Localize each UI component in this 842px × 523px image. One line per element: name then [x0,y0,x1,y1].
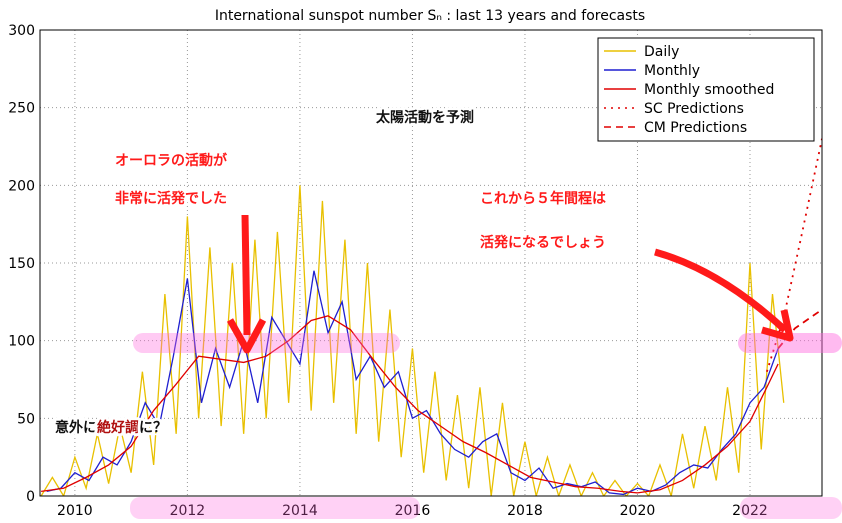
note: オーロラの活動が [115,152,228,169]
series-line [40,185,785,496]
y-tick-label: 100 [8,334,35,350]
note: これから５年間程は [480,190,606,207]
y-tick-label: 250 [8,101,35,117]
series-line [777,308,822,350]
headline-part: 絶好調 [97,419,139,436]
series-line [766,138,822,372]
headline-part: に？ [139,420,167,436]
highlight [133,333,400,353]
arrow-head [226,318,267,354]
highlight [130,497,420,519]
note: 活発になるでしょう [480,234,606,251]
arrow [241,214,251,336]
y-tick-label: 0 [26,489,35,505]
headline: 太陽活動を予測 [376,109,474,126]
headline: 意外に絶好調に？ [55,419,167,436]
plot-frame [39,29,823,497]
legend-label: Monthly [644,63,700,79]
x-tick-label: 2016 [395,503,431,519]
x-tick-label: 2014 [282,503,318,519]
x-tick-label: 2018 [507,503,543,519]
y-tick-label: 200 [8,178,35,194]
highlight [740,497,842,519]
y-tick-label: 50 [17,411,35,427]
legend-label: CM Predictions [644,120,747,136]
arrow-head [761,309,794,342]
headline-part: 意外に [55,419,97,436]
plot: 0 50 100 150 200 250 300 2010 2012 2014 2016 2018 20… [8,23,823,519]
x-tick-label: 2020 [620,503,656,519]
highlight [738,333,842,353]
series-line [46,270,779,496]
x-tick-label: 2010 [57,503,93,519]
overlay: 太陽活動を予測 オーロラの活動が 非常に活発でした これから５年間程は 活発にな… [52,106,842,519]
y-tick-label: 150 [8,256,35,272]
x-tick-label: 2012 [170,503,206,519]
legend-label: Monthly smoothed [644,82,774,98]
series-line [41,315,779,494]
legend-label: Daily [644,44,679,60]
y-tick-label: 300 [8,23,35,39]
chart-title: International sunspot number Sₙ : last 1… [215,8,645,24]
x-tick-label: 2022 [732,503,768,519]
note: 非常に活発でした [115,190,227,207]
legend-label: SC Predictions [644,101,744,117]
arrow [654,248,788,333]
